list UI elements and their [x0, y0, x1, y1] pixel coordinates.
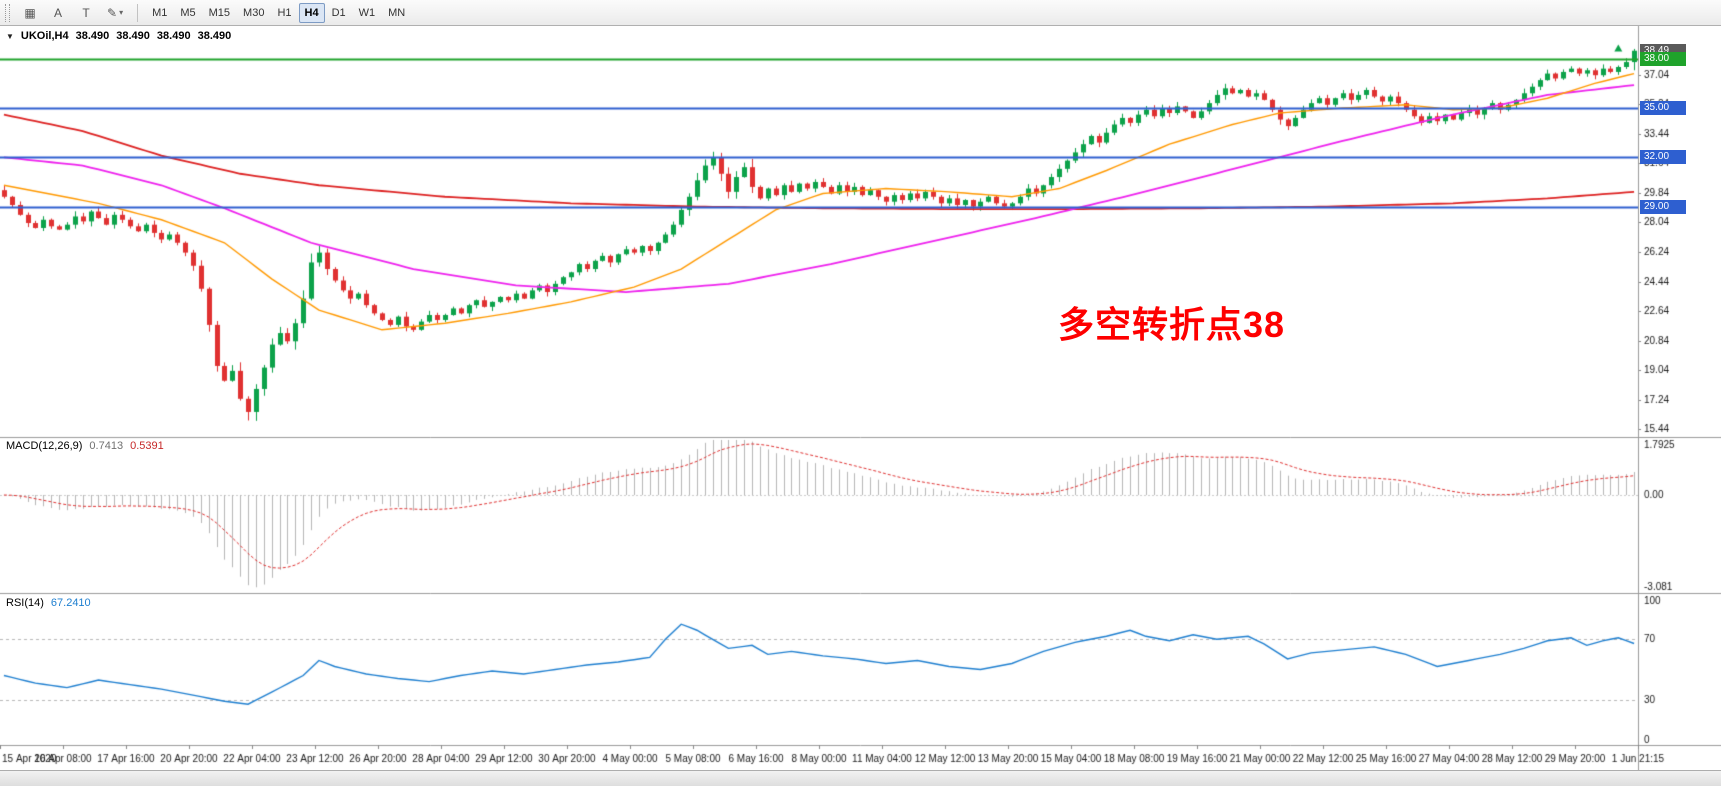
macd-main-value: 0.7413: [89, 440, 124, 452]
symbol-label: UKOil,H4: [20, 30, 69, 42]
grid-icon: ▦: [24, 5, 36, 20]
price-scale-box-35-00: 35.00: [1640, 101, 1686, 116]
macd-signal-value: 0.5391: [130, 440, 164, 452]
ohlc-open-value: 38.490: [75, 30, 110, 42]
timeframe-button-w1[interactable]: W1: [353, 3, 382, 23]
price-scale-box-29-00: 29.00: [1640, 199, 1686, 214]
toolbar-grip[interactable]: [5, 3, 10, 22]
ohlc-low-value: 38.490: [156, 30, 191, 42]
price-scale-box-32-00: 32.00: [1640, 150, 1686, 165]
rsi-value: 67.2410: [50, 597, 91, 609]
pencil-icon: ✎: [107, 5, 118, 20]
text-frame-tool-button[interactable]: T: [73, 3, 99, 23]
symbol-header: ▼ UKOil,H4 38.490 38.490 38.490 38.490: [6, 30, 231, 42]
grid-tool-button[interactable]: ▦: [17, 3, 43, 23]
chart-annotation: 多空转折点38: [1058, 304, 1286, 345]
ohlc-close-value: 38.490: [197, 30, 232, 42]
collapse-triangle-icon[interactable]: ▼: [6, 31, 14, 41]
toolbar-separator: [137, 3, 139, 22]
timeframe-button-m30[interactable]: M30: [237, 3, 270, 23]
price-chart-canvas[interactable]: [0, 26, 1721, 770]
timeframe-button-m15[interactable]: M15: [203, 3, 236, 23]
text-t-icon: T: [82, 5, 90, 20]
timeframe-button-mn[interactable]: MN: [382, 3, 411, 23]
macd-indicator-label: MACD(12,26,9) 0.7413 0.5391: [6, 440, 164, 452]
draw-tool-dropdown-button[interactable]: ✎ ▾: [101, 3, 129, 23]
price-scale-box-38-00: 38.00: [1640, 51, 1686, 66]
timeframe-button-m1[interactable]: M1: [146, 3, 173, 23]
chevron-down-icon: ▾: [119, 8, 124, 17]
timeframe-button-m5[interactable]: M5: [174, 3, 201, 23]
toolbar: ▦ A T ✎ ▾ M1 M5 M15 M30 H1 H4 D1 W1 MN: [0, 0, 1721, 26]
text-a-icon: A: [53, 5, 62, 20]
timeframe-button-d1[interactable]: D1: [326, 3, 352, 23]
rsi-name: RSI(14): [6, 597, 44, 609]
timeframe-button-h1[interactable]: H1: [271, 3, 297, 23]
chart-window: ▼ UKOil,H4 38.490 38.490 38.490 38.490 M…: [0, 26, 1721, 770]
status-bar: [0, 770, 1721, 786]
macd-name: MACD(12,26,9): [6, 440, 83, 452]
text-label-tool-button[interactable]: A: [45, 3, 71, 23]
timeframe-button-h4[interactable]: H4: [298, 2, 325, 23]
timeframe-group: M1 M5 M15 M30 H1 H4 D1 W1 MN: [146, 2, 411, 23]
rsi-indicator-label: RSI(14) 67.2410: [6, 597, 91, 609]
ohlc-high-value: 38.490: [116, 30, 150, 42]
